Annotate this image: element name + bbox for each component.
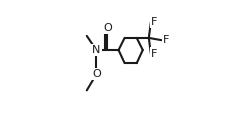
Text: F: F [151,17,157,27]
Text: N: N [92,45,101,55]
Text: F: F [163,35,169,45]
Text: F: F [151,49,157,59]
Text: O: O [92,69,101,79]
Text: O: O [103,23,112,33]
